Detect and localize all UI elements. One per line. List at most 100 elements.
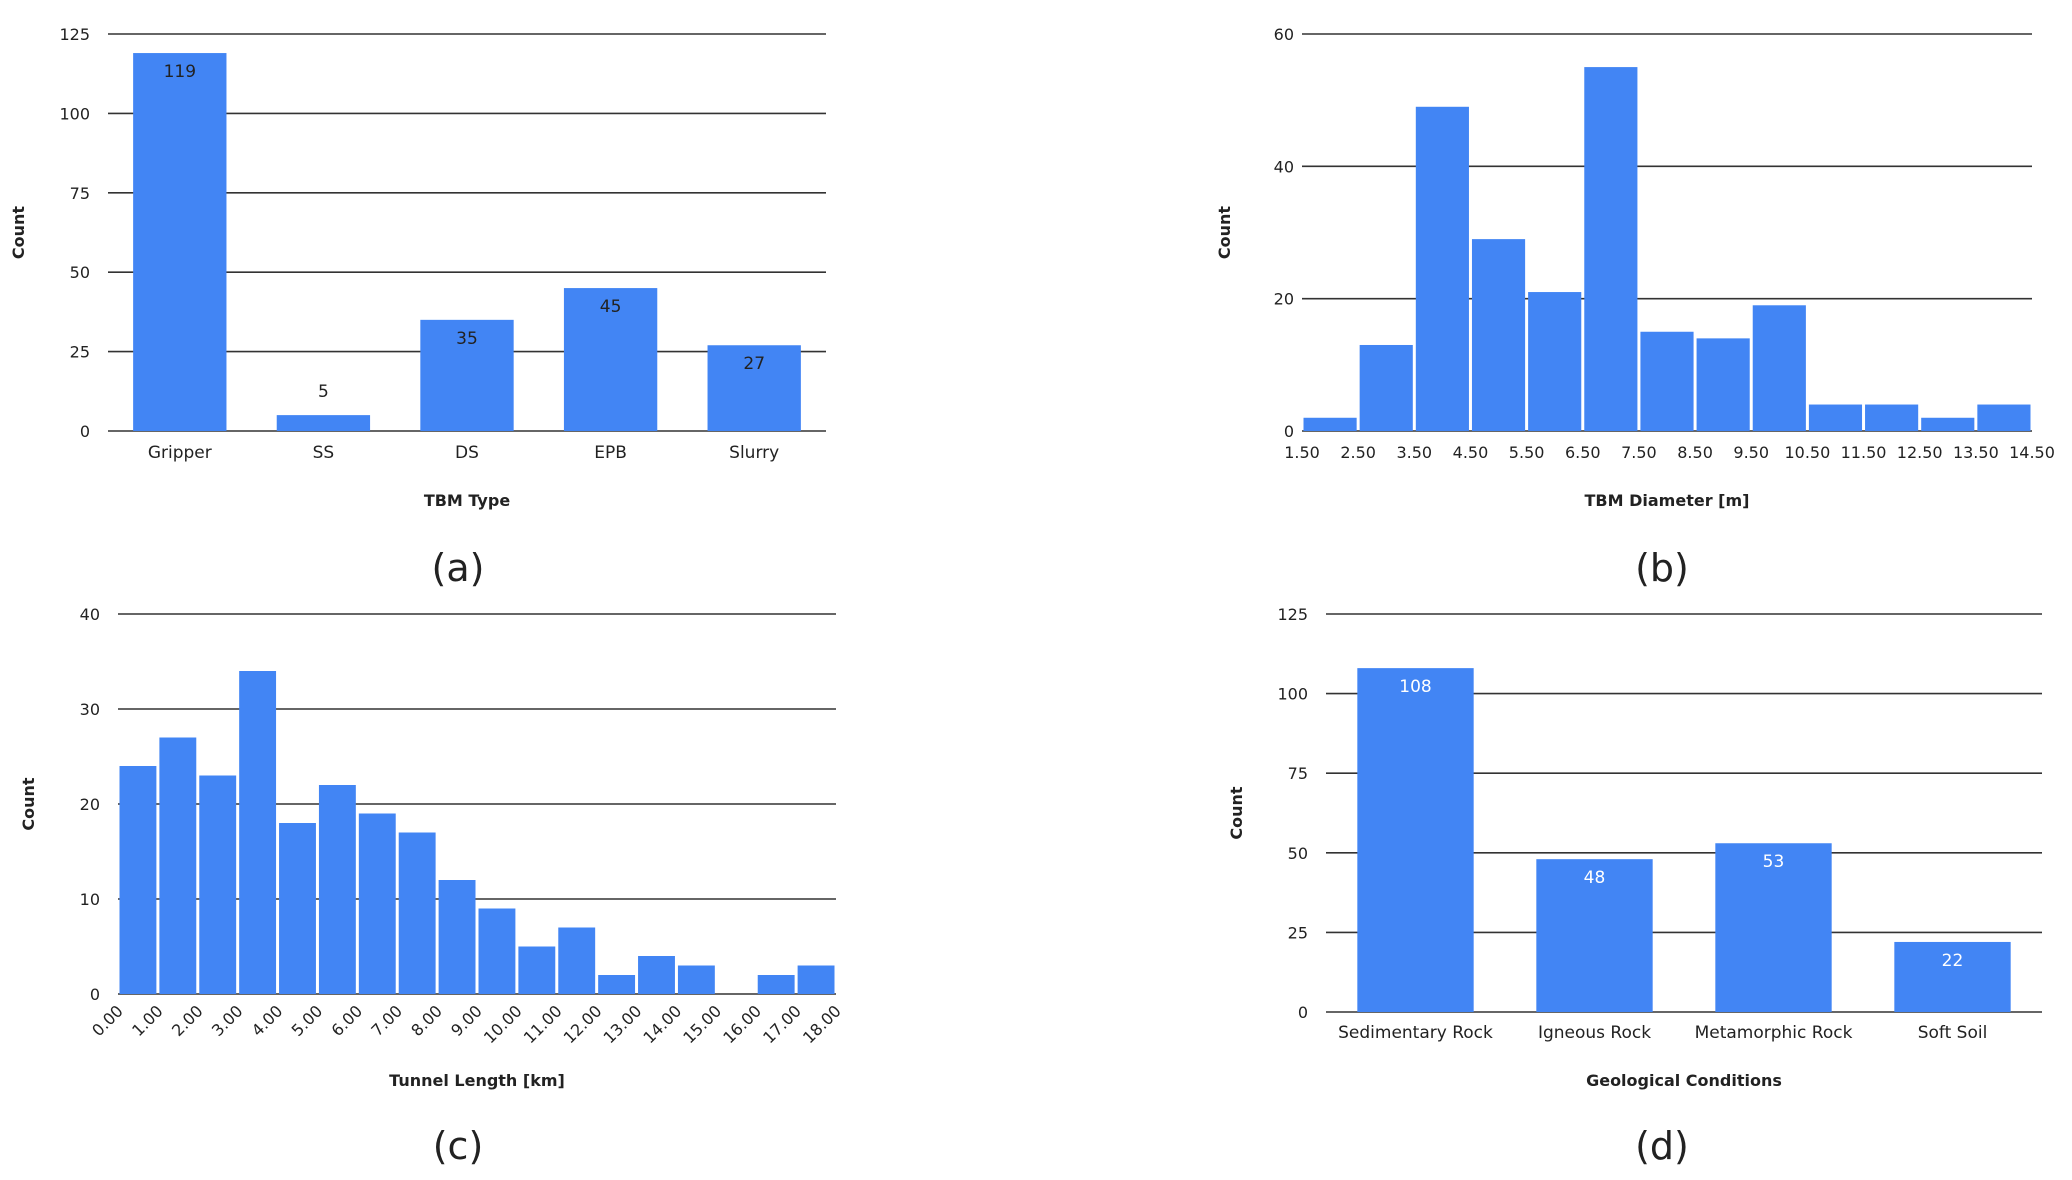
y-tick-label: 20: [1274, 290, 1294, 309]
x-tick-label: 18.00: [799, 1001, 845, 1047]
x-tick-label: 14.50: [2009, 443, 2055, 462]
bar: [518, 946, 556, 994]
bar: [558, 927, 596, 994]
bar: [478, 908, 516, 994]
bar: [1536, 859, 1653, 1012]
bar: [1584, 67, 1638, 431]
x-tick-label: Sedimentary Rock: [1338, 1023, 1493, 1043]
y-tick-label: 0: [80, 422, 90, 441]
x-tick-label: SS: [313, 443, 335, 463]
x-axis-title: TBM Diameter [m]: [1585, 491, 1750, 510]
y-axis-title: Count: [19, 777, 38, 831]
bar: [677, 965, 715, 994]
chart-tbm-diameter: 0 20 40 60 1.50 2.50 3.50 4.50 5.50 6.50 7.50 8.50 9…: [1215, 25, 2055, 510]
y-tick-label: 125: [1277, 605, 1308, 624]
y-tick-label: 40: [1274, 157, 1294, 176]
y-tick-label: 100: [59, 104, 90, 123]
y-tick-label: 30: [80, 700, 100, 719]
data-label: 35: [456, 329, 478, 349]
x-tick-label: EPB: [594, 443, 627, 463]
x-axis-title: TBM Type: [424, 491, 511, 510]
bar: [239, 671, 277, 994]
data-label: 48: [1584, 868, 1606, 888]
bar: [398, 832, 436, 994]
bar: [1696, 338, 1750, 431]
data-label: 22: [1942, 951, 1964, 971]
x-tick-label: Metamorphic Rock: [1695, 1023, 1853, 1043]
bar: [199, 775, 237, 994]
x-tick-label: 3.00: [208, 1001, 247, 1040]
x-tick-label: 3.50: [1396, 443, 1432, 462]
bar: [133, 53, 227, 431]
caption-c: (c): [432, 1124, 484, 1168]
bar: [420, 319, 514, 431]
x-tick-label: 7.50: [1621, 443, 1657, 462]
y-axis-title: Count: [1215, 206, 1234, 260]
x-tick-label: 12.00: [560, 1001, 606, 1047]
bar: [279, 823, 316, 994]
x-tick-label: 2.50: [1340, 443, 1376, 462]
y-tick-label: 10: [80, 890, 100, 909]
data-label: 45: [600, 297, 622, 317]
x-tick-label: 8.50: [1677, 443, 1713, 462]
x-axis-title: Geological Conditions: [1586, 1071, 1782, 1090]
data-label: 108: [1399, 677, 1431, 697]
x-tick-label: 6.00: [328, 1001, 367, 1040]
x-tick-label: 15.00: [679, 1001, 725, 1047]
bar: [1471, 239, 1526, 431]
bar: [1865, 404, 1919, 431]
x-tick-label: Gripper: [148, 443, 212, 463]
x-tick-label: Soft Soil: [1918, 1023, 1988, 1043]
bar: [638, 956, 675, 994]
x-tick-label: 0.00: [88, 1001, 127, 1040]
x-tick-label: Slurry: [729, 443, 779, 463]
chart-tunnel-length: 0 10 20 30 40 0.00 1.00 2.00 3.00 4.00 5.00 6.00 7.0…: [19, 605, 845, 1090]
bar: [1640, 331, 1694, 431]
bar: [598, 975, 636, 994]
x-tick-label: 1.50: [1284, 443, 1320, 462]
bar: [757, 975, 795, 994]
x-tick-label: 4.50: [1453, 443, 1489, 462]
x-tick-label: 11.50: [1841, 443, 1887, 462]
y-tick-label: 50: [1288, 844, 1308, 863]
chart-geological-conditions: 0 25 50 75 100 125 108 Sedimentary Rock 48 Igneou…: [1227, 605, 2042, 1090]
x-tick-label: 13.00: [600, 1001, 646, 1047]
bar: [1752, 305, 1806, 431]
x-tick-label: 17.00: [759, 1001, 805, 1047]
y-axis-title: Count: [9, 206, 28, 260]
chart-tbm-type: 0 25 50 75 100 125 119 Gripper 5 SS 35 DS 45 EPB 27 Slu…: [9, 25, 826, 510]
y-tick-label: 75: [70, 184, 90, 203]
x-tick-label: 12.50: [1897, 443, 1943, 462]
x-tick-label: 5.50: [1509, 443, 1545, 462]
y-axis-title: Count: [1227, 786, 1246, 840]
x-tick-label: 8.00: [407, 1001, 446, 1040]
caption-b: (b): [1635, 546, 1689, 590]
x-tick-label: 13.50: [1953, 443, 1999, 462]
x-tick-label: 4.00: [248, 1001, 287, 1040]
bar: [563, 288, 658, 431]
data-label: 27: [743, 354, 765, 374]
caption-a: (a): [431, 546, 485, 590]
bar: [1808, 404, 1863, 431]
x-tick-label: DS: [455, 443, 479, 463]
x-tick-label: 10.50: [1784, 443, 1830, 462]
bar: [276, 415, 371, 431]
y-tick-label: 100: [1277, 685, 1308, 704]
data-label: 53: [1763, 852, 1785, 872]
bar: [1921, 417, 1975, 431]
y-tick-label: 40: [80, 605, 100, 624]
x-tick-label: 11.00: [520, 1001, 566, 1047]
bar: [1528, 292, 1582, 431]
x-tick-label: 2.00: [168, 1001, 207, 1040]
y-tick-label: 20: [80, 795, 100, 814]
bar: [1715, 843, 1832, 1012]
y-tick-label: 0: [1284, 422, 1294, 441]
caption-d: (d): [1635, 1124, 1689, 1168]
bar: [1415, 106, 1469, 432]
bar: [159, 737, 197, 994]
bar: [1977, 404, 2031, 431]
bar: [1359, 344, 1413, 431]
y-tick-label: 125: [59, 25, 90, 44]
x-tick-label: Igneous Rock: [1538, 1023, 1651, 1043]
x-tick-label: 7.00: [367, 1001, 406, 1040]
